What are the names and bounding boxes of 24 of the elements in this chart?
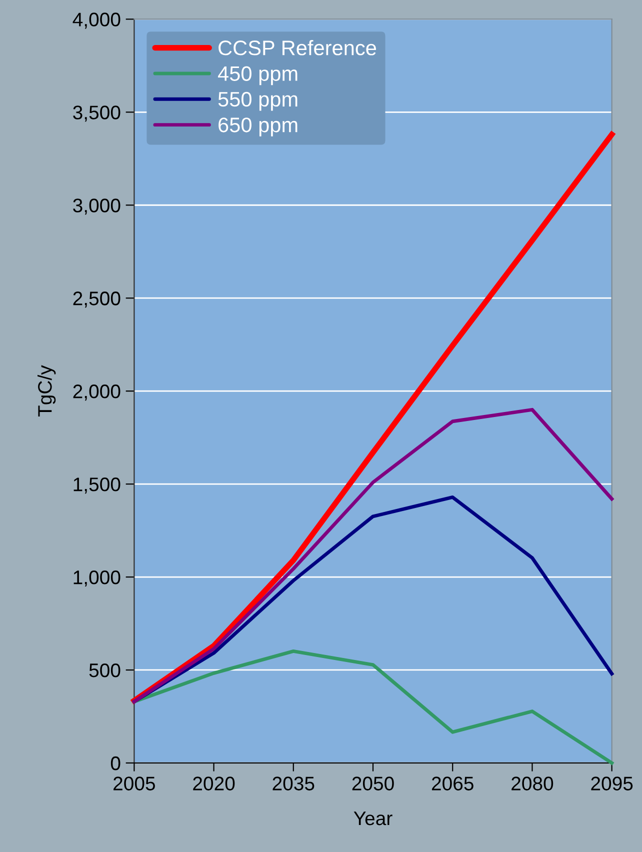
x-tick-label: 2005 — [114, 776, 155, 790]
x-tick-label: 2080 — [512, 776, 554, 790]
y-tick-label: 500 — [89, 663, 120, 678]
y-axis-title: TgC/y — [38, 365, 56, 417]
legend-label: 450 ppm — [218, 66, 298, 86]
x-tick-label: 2065 — [432, 776, 474, 790]
x-axis-title: Year — [354, 812, 392, 826]
line-series — [132, 408, 614, 704]
x-tick-label: 2050 — [352, 776, 394, 790]
line-series — [132, 496, 614, 704]
x-tick-label: 2020 — [193, 776, 235, 790]
y-tick-label: 3,500 — [73, 106, 120, 122]
y-tick-label: 2,500 — [73, 292, 120, 308]
x-tick-label: 2035 — [272, 776, 314, 790]
y-tick-label: 3,000 — [73, 198, 120, 215]
legend-label: 650 ppm — [218, 118, 298, 136]
y-tick-label: 0 — [110, 756, 120, 770]
y-tick-label: 2,000 — [73, 384, 120, 401]
legend-label: 550 ppm — [218, 92, 298, 111]
y-tick-label: 4,000 — [72, 12, 120, 29]
x-tick-label: 2095 — [591, 776, 633, 790]
legend-label: CCSP Reference — [218, 40, 376, 56]
y-tick-label: 1,500 — [74, 478, 120, 494]
y-tick-label: 1,000 — [74, 570, 120, 587]
